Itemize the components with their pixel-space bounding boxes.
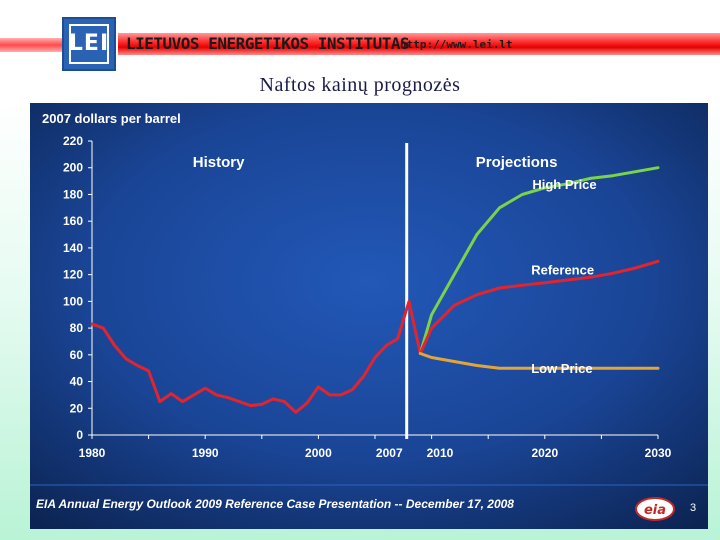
low-price-line — [418, 352, 660, 370]
history-line — [90, 299, 422, 414]
y-tick-label: 0 — [76, 428, 83, 442]
eia-logo-ring — [635, 497, 675, 521]
y-tick-label: 160 — [63, 214, 83, 228]
history-heading: History — [193, 154, 245, 171]
y-tick-label: 100 — [63, 294, 83, 308]
y-tick-label: 120 — [63, 268, 83, 282]
organization-url[interactable]: http://www.lei.lt — [400, 38, 513, 51]
banner-stripe-left — [0, 38, 62, 52]
organization-name: LIETUVOS ENERGETIKOS INSTITUTAS — [126, 34, 410, 53]
chart-series — [90, 166, 660, 414]
x-tick-label: 2020 — [531, 446, 558, 460]
page-number: 3 — [690, 502, 697, 514]
y-tick-label: 140 — [63, 241, 83, 255]
eia-logo: eia — [635, 497, 675, 521]
institute-logo: LEI — [62, 17, 116, 71]
y-tick-label: 60 — [70, 348, 84, 362]
x-tick-label: 2000 — [305, 446, 332, 460]
slide-title: Naftos kainų prognozės — [259, 74, 461, 96]
x-tick-label: 2030 — [645, 446, 672, 460]
x-tick-label: 1990 — [192, 446, 219, 460]
chart-panel: 2007 dollars per barrel 0 20 40 60 80 100 120 1… — [30, 103, 708, 529]
y-axis-label: 2007 dollars per barrel — [42, 111, 181, 126]
chart-background — [30, 103, 708, 529]
reference-line — [418, 259, 660, 355]
chart-labels: History Projections High Price Reference Low… — [193, 154, 597, 376]
oil-price-chart: 2007 dollars per barrel 0 20 40 60 80 100 120 1… — [30, 103, 708, 529]
y-tick-label: 80 — [70, 321, 84, 335]
eia-logo-text: eia — [644, 503, 666, 518]
low-price-series-label: Low Price — [531, 361, 592, 376]
y-tick-label: 200 — [63, 161, 83, 175]
footer-source: EIA Annual Energy Outlook 2009 Reference… — [36, 497, 514, 511]
high-price-series-label: High Price — [532, 177, 596, 192]
reference-series-label: Reference — [531, 262, 594, 277]
high-price-line — [418, 166, 660, 355]
x-tick-label: 2007 — [376, 446, 403, 460]
logo-text: LEI — [68, 31, 110, 56]
header-banner: LEI LIETUVOS ENERGETIKOS INSTITUTAS http… — [0, 0, 720, 100]
y-tick-label: 220 — [63, 134, 83, 148]
banner-stripe — [118, 33, 720, 55]
y-tick-label: 20 — [70, 401, 84, 415]
projections-heading: Projections — [476, 154, 558, 171]
y-tick-label: 180 — [63, 187, 83, 201]
logo-frame: LEI — [69, 24, 109, 64]
x-tick-label: 1980 — [79, 446, 106, 460]
chart-axes: 0 20 40 60 80 100 120 140 160 180 200 220 1980 1990 20… — [63, 134, 672, 460]
x-tick-label: 2010 — [427, 446, 454, 460]
y-tick-label: 40 — [70, 375, 84, 389]
